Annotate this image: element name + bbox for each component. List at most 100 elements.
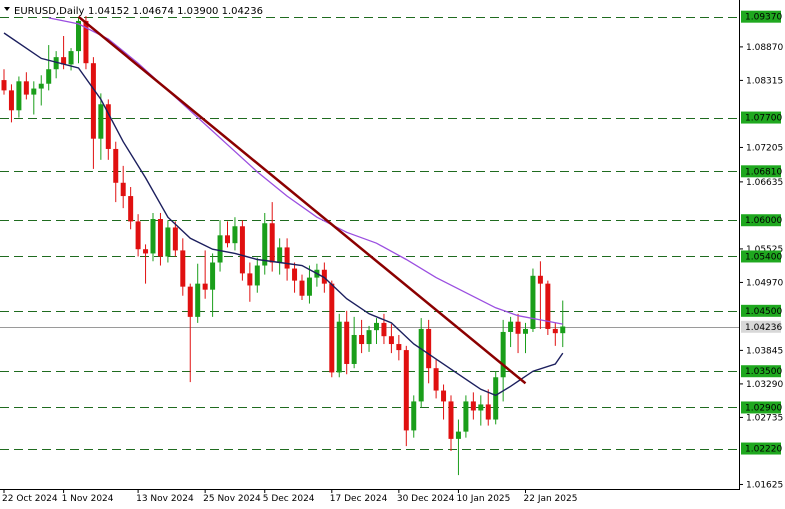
candle-53 [396,334,402,361]
candle-2 [16,76,22,118]
candle-30 [225,221,230,248]
candle-39 [292,262,298,293]
candle-47 [351,316,357,369]
candle-body-31 [232,226,238,244]
candle-body-46 [344,321,350,364]
candle-body-19 [143,249,149,254]
candle-65 [485,389,491,426]
candle-body-49 [366,330,372,345]
header-dropdown-icon[interactable] [4,7,10,11]
candle-body-32 [239,226,245,274]
candle-25 [187,283,193,383]
candle-46 [344,310,350,375]
candle-body-23 [172,227,178,251]
candle-body-47 [351,334,357,364]
level-tag-label-3: 1.06000 [745,216,782,226]
chart-header: EURUSD,Daily 1.04152 1.04674 1.03900 1.0… [4,6,263,17]
level-tag-label-7: 1.02900 [745,403,782,413]
candle-68 [508,316,514,348]
candle-61 [455,419,461,476]
candle-body-39 [292,268,298,281]
candle-body-37 [277,247,283,263]
candle-body-57 [426,328,432,369]
candle-15 [113,141,119,203]
x-tick-label-0: 22 Oct 2024 [2,494,58,504]
candle-18 [135,214,141,257]
candle-74 [552,322,558,346]
candle-32 [239,220,245,281]
candle-body-0 [1,80,7,91]
candle-26 [195,263,201,323]
candle-59 [441,384,447,420]
price-axis: 1.08870 1.08315 1.07205 1.06635 1.05525 1.049… [739,10,783,490]
candle-body-59 [441,390,447,402]
current-price-tag [741,320,781,333]
candle-33 [247,262,253,302]
candle-55 [411,395,417,438]
y-tick-label-3: 1.06635 [746,178,783,188]
candle-body-27 [202,283,208,290]
y-tick-label-7: 1.03290 [746,380,783,390]
candle-27 [202,250,208,299]
candle-45 [336,313,342,378]
candle-body-5 [38,83,44,89]
candle-body-48 [359,334,365,345]
candle-body-33 [247,273,253,286]
x-tick-label-3: 25 Nov 2024 [203,494,261,504]
candle-body-67 [500,331,506,378]
candle-body-36 [269,223,275,263]
candle-31 [232,217,238,251]
candle-body-14 [105,104,111,149]
candle-body-3 [23,81,29,95]
candle-body-6 [46,69,52,84]
candle-body-10 [76,20,81,52]
candle-10 [76,17,81,64]
candle-body-75 [560,326,566,334]
candle-body-34 [254,265,260,286]
candle-16 [120,165,126,209]
candle-12 [90,57,96,169]
candles [1,16,566,476]
x-tick-label-8: 22 Jan 2025 [524,494,578,504]
candle-body-7 [53,57,59,70]
level-tag-label-1: 1.07700 [745,114,782,124]
candle-body-52 [388,336,394,345]
candle-body-56 [418,328,424,402]
indicator-lines [3,15,564,397]
candle-body-54 [403,350,409,431]
candle-56 [418,318,424,408]
candle-body-13 [98,104,104,139]
x-tick-label-4: 5 Dec 2024 [263,494,315,504]
level-tag-label-4: 1.05400 [745,252,782,262]
level-tag-label-0: 1.09370 [745,13,782,23]
candle-48 [359,319,365,354]
level-tag-3 [741,214,781,227]
candle-body-71 [530,275,536,329]
x-tick-label-7: 10 Jan 2025 [456,494,510,504]
candle-57 [426,319,432,384]
candle-body-28 [210,262,216,290]
x-tick-label-1: 1 Nov 2024 [62,494,114,504]
level-tag-6 [741,365,781,378]
candle-body-2 [16,81,22,111]
level-tag-0 [741,10,781,23]
candle-body-12 [90,63,96,139]
candle-body-68 [508,321,514,332]
candle-body-21 [157,219,163,257]
candle-body-45 [336,321,342,373]
candle-body-8 [61,57,67,65]
candle-body-74 [552,328,558,334]
y-tick-label-9: 1.01625 [746,480,783,490]
candle-body-11 [83,20,89,64]
candle-body-43 [321,269,327,284]
candle-body-72 [537,275,543,284]
candle-body-29 [217,235,223,263]
candle-21 [157,212,163,266]
x-tick-label-2: 13 Nov 2024 [136,494,194,504]
candle-body-15 [113,148,119,183]
ma-slow-line [48,17,563,325]
current-price-tag-label: 1.04236 [745,323,782,333]
candle-70 [523,322,528,354]
